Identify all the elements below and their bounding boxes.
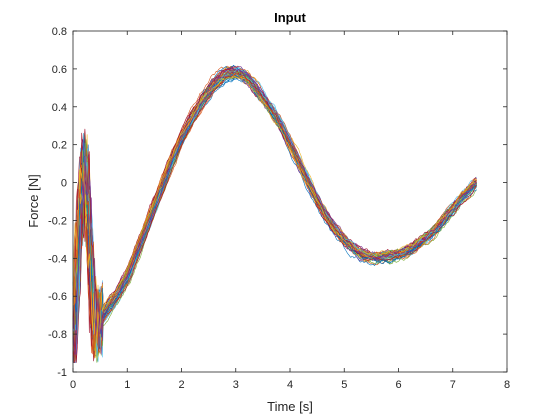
y-tick-label: -0.4 — [48, 253, 67, 265]
x-tick-label: 0 — [70, 379, 76, 391]
x-tick-label: 3 — [233, 379, 239, 391]
x-tick-label: 6 — [395, 379, 401, 391]
axes-background — [73, 31, 507, 372]
x-tick-label: 7 — [450, 379, 456, 391]
y-axis-label: Force [N] — [26, 174, 41, 227]
chart-title: Input — [274, 10, 306, 25]
y-tick-label: 0 — [61, 178, 67, 190]
x-tick-label: 4 — [287, 379, 293, 391]
y-tick-label: -1 — [57, 367, 67, 379]
series-line — [72, 71, 477, 357]
series-line — [72, 69, 477, 355]
y-tick-label: -0.8 — [48, 329, 67, 341]
y-tick-label: -0.6 — [48, 291, 67, 303]
series-line — [72, 70, 477, 351]
y-tick-label: 0.6 — [52, 64, 67, 76]
tick-layer: 0 1 2 3 4 5 6 7 8 -1 -0.8 -0.6 -0.4 -0.2 0 0.2 0.4 0.6 0.8 — [48, 26, 510, 391]
series-layer — [72, 64, 477, 363]
y-tick-label: -0.2 — [48, 215, 67, 227]
series-line — [72, 66, 477, 356]
y-tick-label: 0.2 — [52, 140, 67, 152]
y-tick-label: 0.4 — [52, 102, 67, 114]
x-tick-label: 5 — [341, 379, 347, 391]
series-line — [72, 75, 477, 344]
x-axis-label: Time [s] — [267, 399, 313, 414]
x-tick-label: 1 — [124, 379, 130, 391]
y-tick-label: 0.8 — [52, 26, 67, 38]
x-tick-label: 2 — [178, 379, 184, 391]
x-tick-label: 8 — [504, 379, 510, 391]
